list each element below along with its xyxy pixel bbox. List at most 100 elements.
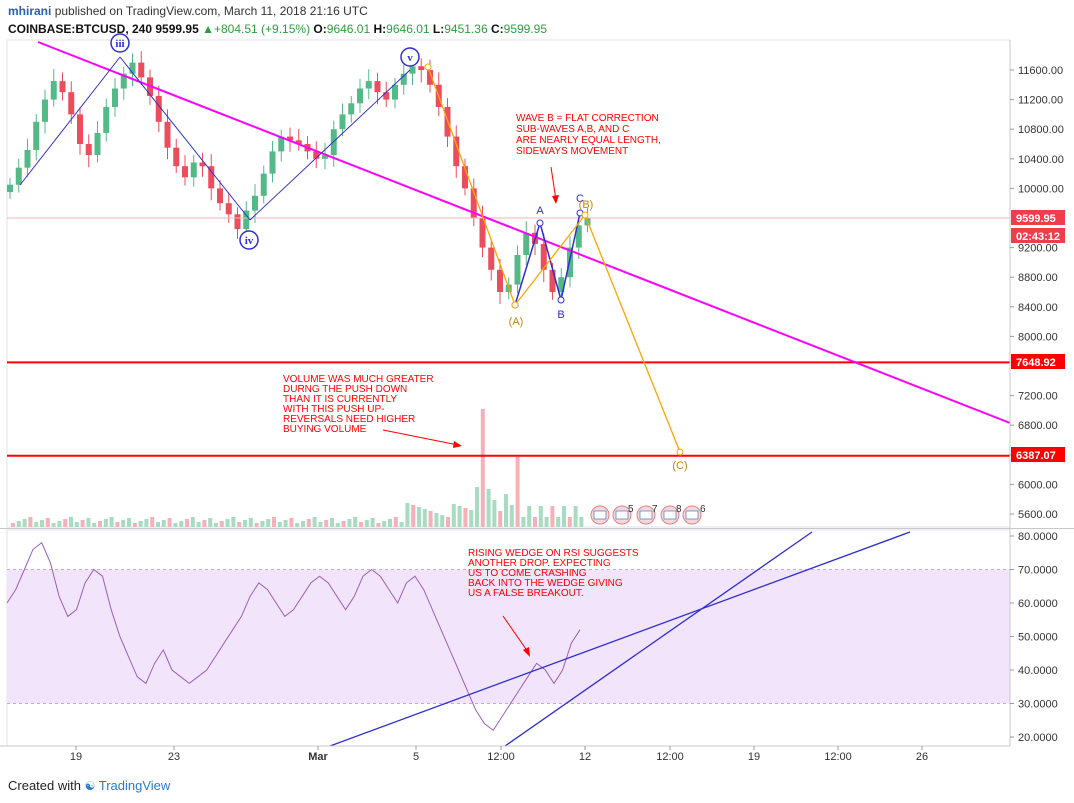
price-pane[interactable]: iii iv v A B C (A) (B) (C) WAVE B = FLAT CORRECTI…	[6, 33, 1011, 528]
volume-bar	[527, 506, 532, 527]
volume-bar	[382, 521, 387, 527]
price-axis-badge	[1011, 354, 1065, 369]
volume-bar	[457, 506, 462, 527]
volume-bar	[370, 518, 375, 527]
event-count: 5	[628, 504, 634, 515]
volume-bar	[446, 517, 450, 527]
price-tick-label: 10400.00	[1018, 154, 1064, 166]
volume-bar	[266, 519, 271, 527]
volume-bar	[202, 520, 207, 527]
event-flag-icon	[663, 510, 677, 520]
ohlc-legend: COINBASE:BTCUSD, 240 9599.95 ▲+804.51 (+…	[8, 22, 547, 36]
rsi-tick-label: 20.0000	[1018, 732, 1058, 744]
wave-label-paren-a: (A)	[509, 316, 524, 328]
annotation-rsi-line: ANOTHER DROP. EXPECTING	[468, 558, 611, 569]
volume-bar	[121, 520, 126, 527]
candle-body	[479, 218, 486, 248]
candle-body	[409, 66, 416, 74]
abc-wave-line	[560, 212, 581, 301]
wave-line	[19, 56, 121, 186]
candle-body	[357, 88, 363, 104]
volume-bar	[393, 517, 398, 527]
volume-bar	[63, 519, 68, 527]
tradingview-link[interactable]: TradingView	[98, 778, 171, 793]
candle-body	[400, 73, 407, 85]
wave-line	[119, 56, 251, 221]
volume-bar	[376, 523, 381, 527]
abc-wave-line	[539, 222, 562, 301]
volume-bar	[127, 518, 131, 527]
volume-bar	[231, 517, 236, 527]
open-label: O:	[313, 22, 327, 36]
volume-bar	[109, 517, 114, 527]
up-arrow-icon: ▲	[202, 22, 214, 36]
candle-body	[392, 84, 398, 100]
volume-bar	[335, 523, 340, 527]
correction-point	[581, 211, 589, 219]
price-tick-label: 10000.00	[1018, 183, 1064, 195]
candle-body	[514, 255, 521, 285]
low-label: L:	[432, 22, 445, 36]
high-label: H:	[373, 22, 387, 36]
last-price: 9599.95	[155, 22, 199, 36]
annotation-wave-b-line: SUB-WAVES A,B, AND C	[516, 124, 629, 135]
volume-bar	[103, 519, 108, 527]
price-tick-label: 10800.00	[1018, 124, 1064, 136]
candle-body	[182, 166, 188, 178]
price-axis-badge	[1011, 447, 1065, 462]
price-axis-badge-text: 7648.92	[1016, 357, 1056, 369]
candle-body	[540, 243, 547, 270]
price-tick-label: 11600.00	[1018, 65, 1063, 77]
volume-bar	[144, 519, 149, 527]
candle-body	[208, 166, 215, 189]
candle-body	[278, 136, 285, 152]
annotation-rsi-line: US A FALSE BREAKOUT.	[468, 588, 584, 599]
candle-body	[558, 277, 565, 292]
low-value: 9451.36	[444, 22, 488, 36]
price-tick-label: 6000.00	[1018, 479, 1058, 491]
wave-label-c: C	[576, 193, 584, 205]
annotation-rsi-line: RISING WEDGE ON RSI SUGGESTS	[468, 548, 639, 559]
price-tick-label: 9200.00	[1018, 243, 1058, 255]
price-tick-label: 6800.00	[1018, 420, 1058, 432]
close-label: C:	[490, 22, 504, 36]
volume-bar	[115, 522, 120, 527]
volume-bar	[538, 506, 543, 527]
author-name[interactable]: mhirani	[8, 4, 52, 18]
volume-bar	[440, 515, 445, 527]
arrow-head-icon	[552, 195, 559, 204]
event-flag-icon	[685, 510, 699, 520]
candle-body	[217, 188, 223, 204]
volume-bar	[411, 505, 416, 527]
price-axis-badge-text: 02:43:12	[1016, 231, 1060, 243]
correction-line	[427, 66, 516, 306]
volume-bar	[74, 522, 79, 527]
annotation-volume-line: DURNG THE PUSH DOWN	[283, 384, 407, 395]
volume-bar	[533, 517, 537, 527]
candle-body	[374, 81, 381, 93]
volume-bar	[504, 494, 508, 527]
price-tick-label: 5600.00	[1018, 509, 1058, 521]
abc-wave-line	[514, 222, 541, 306]
time-tick-label: 19	[70, 751, 82, 763]
candle-body	[470, 188, 477, 218]
candle-body	[260, 173, 267, 196]
correction-line	[514, 214, 586, 306]
candle-body	[269, 151, 276, 174]
volume-bar	[509, 505, 514, 527]
volume-bar	[417, 507, 421, 527]
time-tick-label: 12:00	[656, 751, 684, 763]
candle-body	[155, 95, 162, 122]
candle-body	[24, 149, 31, 168]
candle-body	[77, 114, 83, 144]
volume-bar	[573, 506, 578, 527]
wave-label: iii	[115, 38, 124, 50]
wave-label: v	[407, 52, 413, 64]
volume-bar	[469, 510, 474, 527]
volume-bar	[341, 521, 346, 527]
price-change: +804.51 (+9.15%)	[214, 22, 311, 36]
volume-bar	[295, 523, 300, 527]
volume-bar	[92, 523, 97, 527]
